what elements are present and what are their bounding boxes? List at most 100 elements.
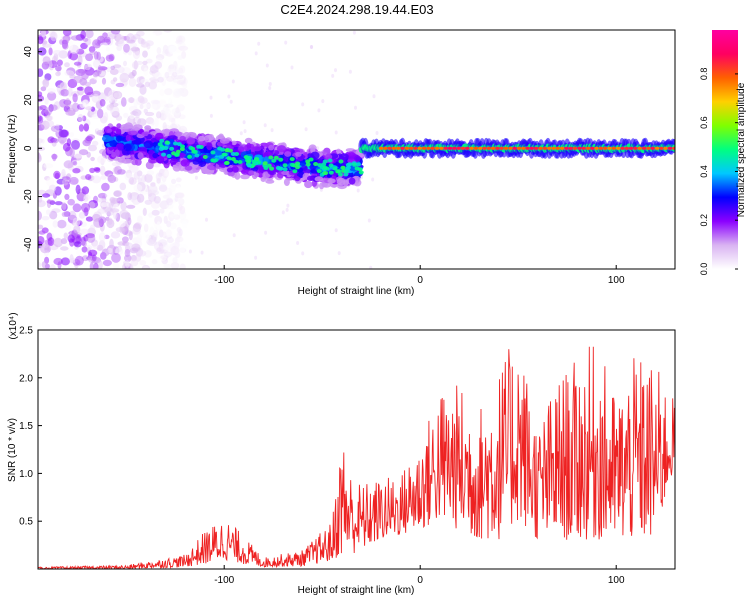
heatmap-cell (139, 260, 147, 266)
heatmap-cell (254, 172, 260, 178)
heatmap-cell (210, 150, 216, 155)
heatmap-cell (164, 140, 170, 145)
heatmap-cell (117, 169, 126, 175)
heatmap-cell (72, 161, 78, 166)
heatmap-cell (159, 208, 165, 214)
heatmap-cell (117, 66, 125, 74)
snr-multiplier-label: (x10⁴) (8, 312, 19, 339)
heatmap-cell (82, 240, 87, 247)
heatmap-cell (268, 155, 274, 160)
heatmap-cell (182, 84, 188, 89)
heatmap-cell (371, 177, 375, 182)
heatmap-cell (62, 142, 71, 152)
heatmap-cell (83, 123, 90, 132)
heatmap-cell (328, 170, 334, 175)
heatmap-cell (163, 30, 173, 33)
heatmap-cell (164, 244, 169, 253)
heatmap-cell (178, 204, 183, 211)
heatmap-cell (337, 251, 341, 256)
heatmap-cell (131, 61, 139, 69)
heatmap-cell (272, 150, 280, 155)
heatmap-cell (119, 220, 126, 228)
snr-y-axis-label: SNR (10 * v/v) (7, 418, 18, 482)
heatmap-cell (246, 142, 252, 149)
heatmap-cell (144, 173, 153, 183)
heatmap-cell (131, 139, 142, 145)
heatmap-cell (154, 215, 163, 225)
heatmap-cell (49, 210, 58, 220)
heatmap-cell (343, 169, 349, 174)
heatmap-cell (166, 154, 172, 158)
heatmap-cell (144, 111, 155, 117)
heatmap-cell (85, 30, 94, 39)
heatmap-cell (143, 223, 149, 233)
heatmap-cell (142, 103, 152, 108)
heatmap-cell (452, 146, 457, 150)
heatmap-cell (169, 222, 177, 230)
heatmap-cell (130, 47, 140, 52)
heatmap-cell (231, 79, 235, 84)
heatmap-cell (132, 227, 141, 235)
heatmap-cell (47, 88, 56, 94)
heatmap-cell (180, 159, 190, 167)
heatmap-cell (641, 146, 647, 150)
heatmap-cell (217, 146, 223, 151)
heatmap-cell (547, 146, 552, 150)
snr-y-tick-label: 0.5 (19, 517, 33, 528)
heatmap-cell (97, 197, 107, 203)
heatmap-cell (628, 146, 634, 150)
heatmap-cell (343, 172, 349, 177)
heatmap-cell (102, 259, 112, 267)
heatmap-cell (80, 30, 87, 40)
heatmap-cell (53, 170, 61, 179)
heatmap-cell (338, 159, 344, 164)
heatmap-cell (148, 212, 153, 218)
heatmap-cell (162, 49, 171, 56)
heatmap-cell (139, 104, 144, 110)
heatmap-cell (340, 165, 346, 170)
heatmap-cell (289, 162, 295, 167)
heatmap-cell (62, 30, 72, 37)
heatmap-cell (209, 113, 213, 118)
colorbar-ticks: 0.0 0.2 0.4 0.6 0.8 (699, 68, 738, 275)
heatmap-cell (534, 146, 539, 150)
heatmap-cell (154, 117, 159, 128)
heatmap-x-tick-label: -100 (214, 275, 234, 286)
heatmap-cell (121, 158, 131, 164)
heatmap-cell (163, 128, 171, 137)
heatmap-cell (400, 146, 405, 150)
heatmap-cell (354, 105, 357, 110)
heatmap-cell (348, 69, 352, 74)
heatmap-cell (555, 146, 560, 150)
heatmap-cell (38, 230, 46, 235)
heatmap-cell (162, 231, 167, 239)
heatmap-cell (237, 160, 243, 164)
snr-y-tick-label: 2.5 (19, 326, 33, 337)
heatmap-cell (72, 153, 83, 159)
heatmap-cell (198, 135, 206, 142)
heatmap-cell (78, 149, 89, 156)
heatmap-cell (61, 211, 68, 217)
heatmap-y-tick-label: -20 (23, 189, 34, 204)
heatmap-cell (126, 39, 136, 44)
heatmap-cell (88, 144, 97, 152)
heatmap-cell (73, 75, 83, 84)
heatmap-cell (137, 215, 143, 224)
heatmap-cell (313, 162, 319, 166)
heatmap-cell (85, 216, 94, 222)
heatmap-cell (60, 257, 70, 266)
heatmap-cell (153, 196, 161, 204)
heatmap-cell (88, 201, 96, 209)
heatmap-cell (176, 142, 182, 147)
heatmap-cell (499, 146, 504, 150)
heatmap-cell (170, 262, 180, 269)
heatmap-cell (73, 61, 82, 66)
heatmap-cell (525, 146, 530, 150)
heatmap-cell (63, 160, 74, 169)
heatmap-cell (47, 237, 55, 247)
heatmap-cell (439, 146, 444, 150)
heatmap-cell (171, 118, 176, 126)
heatmap-cell (154, 132, 164, 141)
heatmap-cell (346, 152, 357, 160)
